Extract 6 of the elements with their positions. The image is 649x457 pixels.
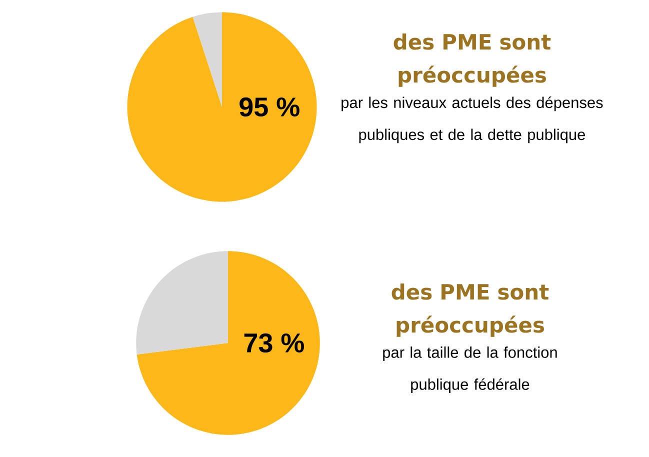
text: des PME sont préoccupées bbox=[394, 34, 551, 87]
text: par la taille de la fonction publique fédérale bbox=[383, 346, 557, 393]
text: par les niveaux actuels des dépenses publiques et de la dette publique bbox=[342, 96, 603, 144]
data-label: 73 % bbox=[244, 333, 304, 353]
data-label: 95 % bbox=[240, 97, 300, 117]
text: des PME sont préoccupées bbox=[392, 284, 549, 337]
